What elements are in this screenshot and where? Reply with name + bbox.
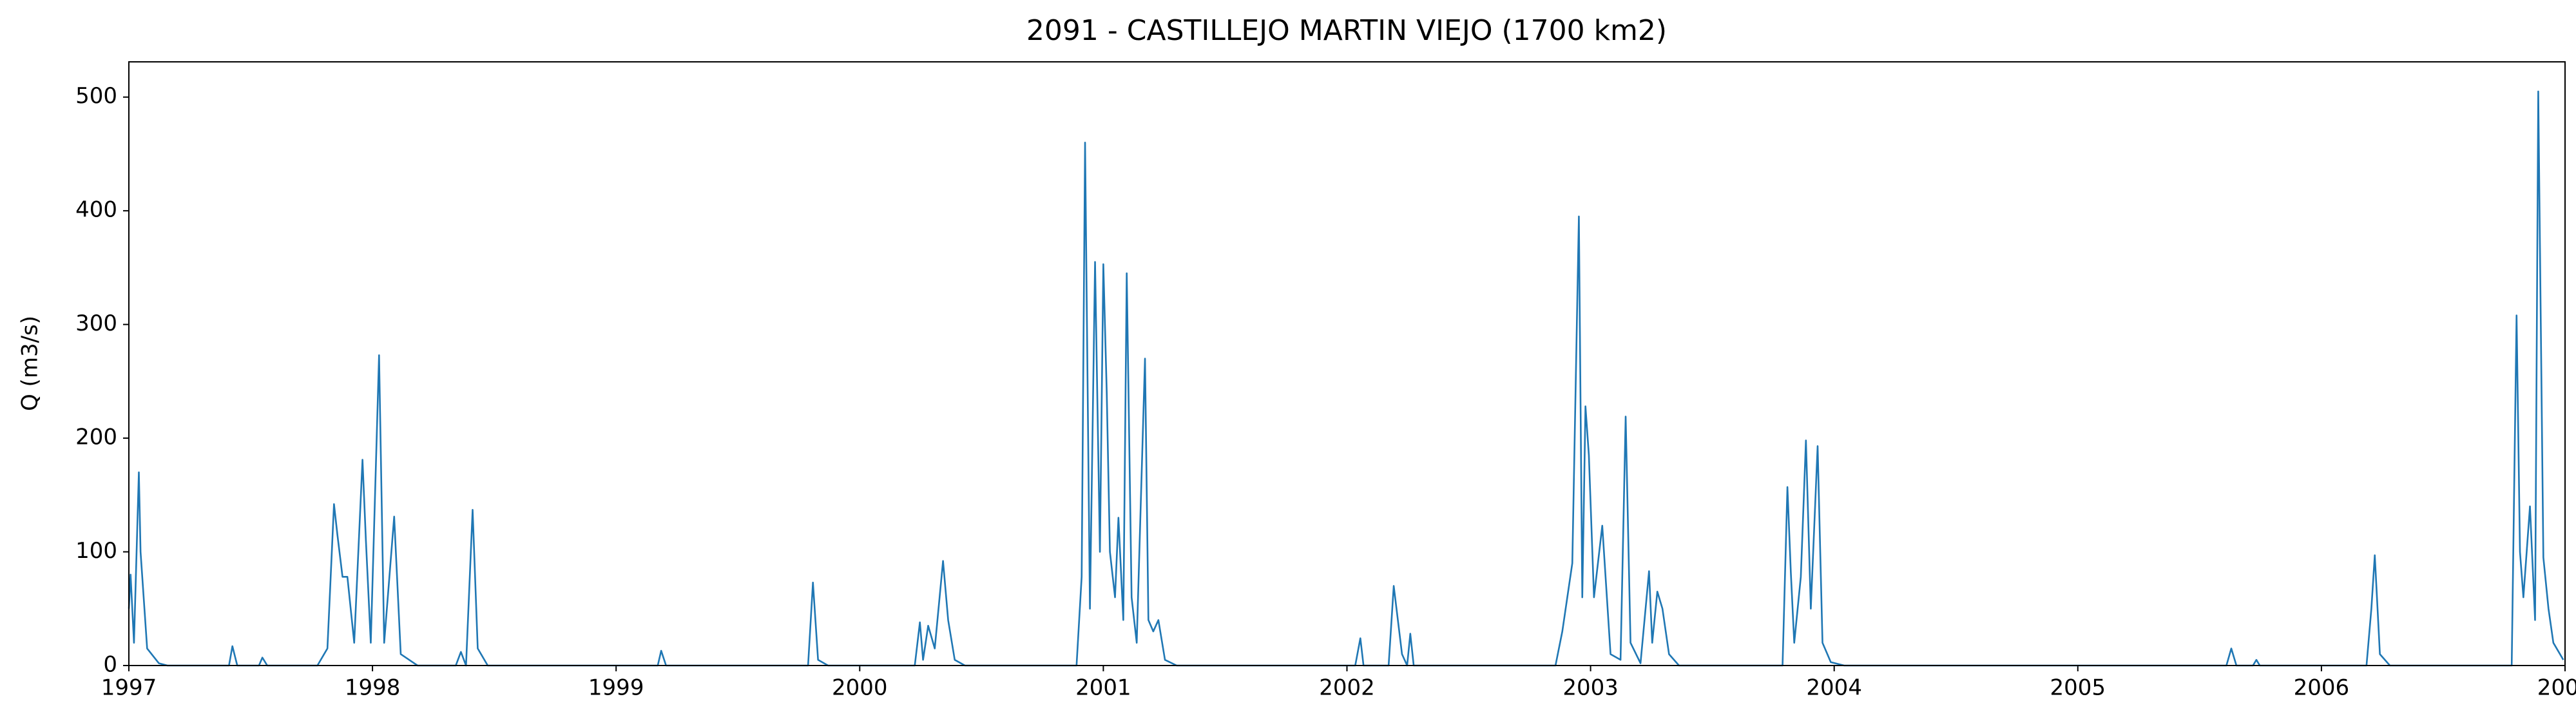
y-tick-label: 100	[75, 538, 117, 564]
chart-title: 2091 - CASTILLEJO MARTIN VIEJO (1700 km2…	[1026, 14, 1667, 47]
y-tick-label: 500	[75, 83, 117, 109]
y-tick-label: 200	[75, 425, 117, 450]
x-tick-label: 1998	[345, 675, 401, 701]
plot-frame	[128, 61, 2566, 666]
y-axis-label: Q (m3/s)	[17, 316, 43, 411]
x-tick-label: 1999	[588, 675, 644, 701]
y-tick-label: 400	[75, 197, 117, 223]
y-tick-label: 300	[75, 311, 117, 336]
flow-line	[128, 90, 2564, 667]
x-tick-label: 2003	[1562, 675, 1619, 701]
x-tick-label: 2005	[2050, 675, 2106, 701]
x-tick-label: 2000	[832, 675, 888, 701]
x-tick-label: 2004	[1806, 675, 1862, 701]
x-tick-label: 2006	[2294, 675, 2350, 701]
y-tick-label: 0	[103, 652, 117, 678]
x-tick-label: 2001	[1075, 675, 1131, 701]
x-tick-label: 2007	[2537, 675, 2576, 701]
x-tick-label: 2002	[1319, 675, 1375, 701]
x-tick-label: 1997	[101, 675, 157, 701]
